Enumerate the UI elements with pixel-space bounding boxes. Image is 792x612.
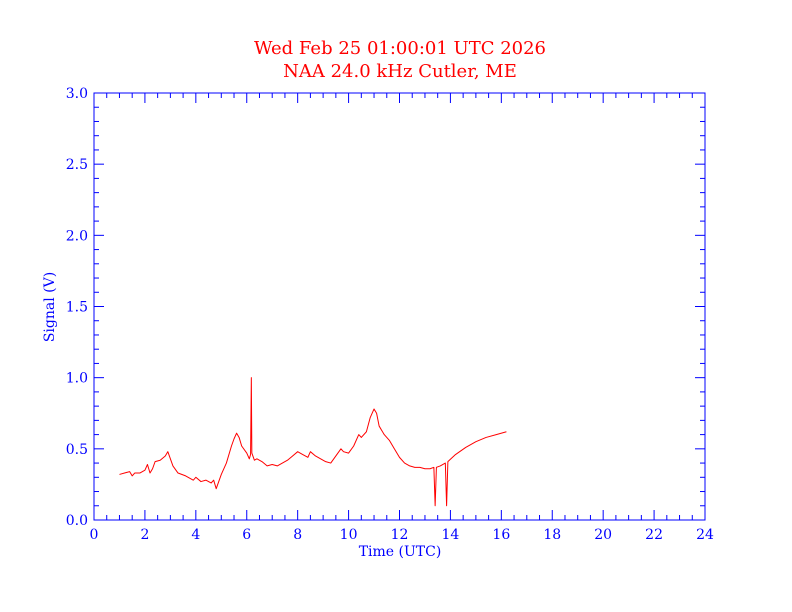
x-tick-label: 10	[340, 527, 358, 543]
series-layer	[119, 377, 507, 507]
x-tick-label: 4	[191, 527, 200, 543]
x-axis-label: Time (UTC)	[359, 544, 442, 560]
y-tick-label: 1.0	[66, 371, 88, 387]
x-tick-label: 12	[391, 527, 409, 543]
x-tick-label: 24	[696, 527, 714, 543]
chart-subtitle: NAA 24.0 kHz Cutler, ME	[283, 61, 517, 82]
y-tick-label: 3.0	[66, 86, 88, 102]
y-tick-label: 1.5	[66, 300, 88, 316]
x-tick-label: 8	[293, 527, 302, 543]
y-tick-label: 2.0	[66, 228, 88, 244]
y-tick-label: 0.5	[66, 442, 88, 458]
x-tick-label: 2	[140, 527, 149, 543]
x-tick-label: 20	[594, 527, 612, 543]
y-axis-label: Signal (V)	[42, 272, 58, 342]
chart-title: Wed Feb 25 01:00:01 UTC 2026	[254, 38, 546, 59]
x-tick-label: 22	[645, 527, 663, 543]
axes: 0 2 4 6 8 10 12 14 16 18 20 22 240.00.51.01.52.02.53…	[66, 86, 714, 543]
x-tick-label: 14	[442, 527, 460, 543]
y-tick-label: 2.5	[66, 157, 88, 173]
x-tick-label: 0	[90, 527, 99, 543]
y-tick-label: 0.0	[66, 513, 88, 529]
x-tick-label: 16	[492, 527, 510, 543]
series-line	[119, 377, 507, 507]
x-tick-label: 18	[543, 527, 561, 543]
x-tick-label: 6	[242, 527, 251, 543]
